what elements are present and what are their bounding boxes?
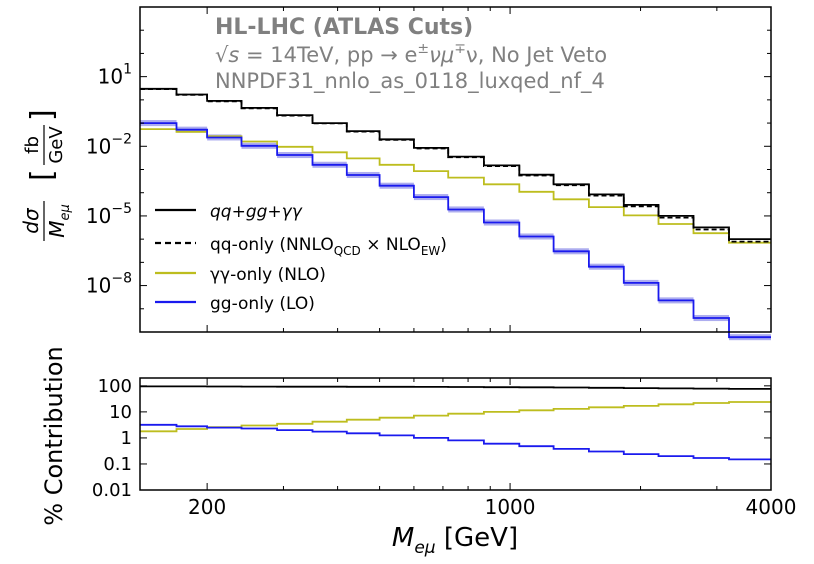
bottom-y-tick-label: 1 (121, 428, 132, 449)
fraction-line-aa-only (140, 401, 771, 433)
bottom-series (140, 385, 771, 461)
legend-label-aa-only: γγ-only (NLO) (210, 265, 326, 285)
bottom-y-tick-label: 100 (98, 376, 132, 397)
legend-label-gg-only: gg-only (LO) (210, 294, 315, 314)
legend-label-qq-only: qq-only (NNLOQCD × NLOEW) (210, 235, 447, 258)
series-line-aa-only (140, 128, 771, 244)
annotation-title: HL-LHC (ATLAS Cuts) (215, 15, 473, 40)
bottom-y-axis-label: % Contribution (40, 346, 68, 525)
bottom-x-ticks: 200 1000 4000 (188, 378, 796, 519)
ylabel-unit-denominator: GeV (46, 126, 67, 164)
x-axis-label: Meμ [GeV] (392, 523, 518, 558)
ylabel-unit-numerator: fb (22, 136, 43, 154)
x-tick-label: 200 (188, 495, 226, 519)
top-y-axis-label: dσ Meμ [ fb GeV ] (19, 109, 73, 241)
x-tick-label: 4000 (746, 495, 797, 519)
bottom-y-tick-label: 0.01 (92, 480, 132, 501)
top-panel: 101 10−2 10−5 10−8 HL-LHC (ATLAS Cuts) √s =… (19, 6, 772, 341)
annotation-energy: √s = 14TeV, pp → e±νμ∓ν, No Jet Veto (215, 41, 607, 67)
legend-label-combined: qq+gg+γγ (210, 202, 303, 222)
bottom-y-ticks: 100 10 1 0.1 0.01 (92, 376, 771, 501)
top-series (140, 87, 771, 339)
bottom-panel: 100 10 1 0.1 0.01 200 1000 4000 % Contribution… (40, 346, 796, 558)
fraction-line-gg-only (140, 423, 771, 461)
y-tick-label: 10−2 (86, 131, 132, 158)
y-tick-label: 101 (98, 62, 132, 89)
top-y-ticks: 101 10−2 10−5 10−8 (86, 6, 771, 333)
series-line-gg-only (140, 122, 771, 339)
ylabel-bracket-left: [ (25, 169, 60, 181)
legend: qq+gg+γγ qq-only (NNLOQCD × NLOEW) γγ-on… (155, 202, 447, 314)
sqrt-s: √s (215, 43, 239, 67)
annotation-pdf: NNPDF31_nnlo_as_0118_luxqed_nf_4 (215, 69, 605, 94)
x-tick-label: 1000 (485, 495, 536, 519)
y-tick-label: 10−8 (86, 271, 132, 298)
top-x-ticks (206, 7, 772, 332)
y-tick-label: 10−5 (86, 201, 132, 228)
ylabel-denominator: Meμ (45, 204, 73, 238)
ylabel-bracket-right: ] (25, 109, 60, 121)
bottom-y-tick-label: 10 (109, 402, 132, 423)
fraction-line-combined (140, 385, 771, 390)
bottom-y-tick-label: 0.1 (103, 454, 132, 475)
bottom-frame (139, 377, 772, 491)
series-line-combined (140, 87, 771, 240)
ylabel-numerator: dσ (19, 207, 43, 234)
